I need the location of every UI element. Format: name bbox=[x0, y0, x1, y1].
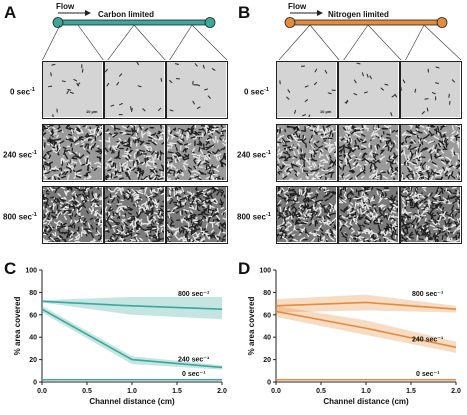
x-tick-label: 2.0 bbox=[217, 388, 227, 395]
micrograph-a-800-2 bbox=[166, 186, 228, 244]
micrograph-b-800-1 bbox=[338, 186, 400, 244]
series-band bbox=[276, 294, 456, 313]
micrograph-b-800-2 bbox=[400, 186, 462, 244]
series-line bbox=[41, 300, 223, 310]
row-label-800-a: 800 sec-1 bbox=[3, 212, 37, 222]
micrograph-a-800-0 bbox=[42, 186, 104, 244]
row-label-240-a: 240 sec-1 bbox=[3, 150, 37, 160]
series-band bbox=[276, 305, 456, 353]
series-label: 0 sec⁻¹ bbox=[182, 371, 206, 378]
series-label: 800 sec⁻¹ bbox=[178, 291, 210, 298]
y-tick-label: 20 bbox=[29, 357, 37, 364]
x-tick-label: 1.5 bbox=[172, 388, 182, 395]
y-axis-label: % area covered bbox=[247, 297, 256, 356]
series-label: 240 sec⁻¹ bbox=[178, 356, 210, 363]
micrograph-b-0-1 bbox=[338, 61, 400, 119]
y-tick-label: 80 bbox=[29, 290, 37, 297]
channel-title-a: Carbon limited bbox=[98, 10, 155, 19]
x-tick-label: 0.0 bbox=[271, 388, 281, 395]
channel-schematic-a bbox=[42, 10, 228, 60]
micrograph-b-0-2 bbox=[400, 61, 462, 119]
channel-schematic-b bbox=[278, 10, 462, 60]
x-tick-label: 1.0 bbox=[127, 388, 137, 395]
panel-label-d: D bbox=[238, 259, 251, 278]
series-band bbox=[42, 305, 222, 370]
row-label-800-b: 800 sec-1 bbox=[237, 212, 271, 222]
series-line bbox=[275, 310, 457, 349]
micrograph-a-0-2 bbox=[166, 61, 228, 119]
series-label: 240 sec⁻¹ bbox=[412, 336, 444, 343]
panel-label-b: B bbox=[238, 3, 251, 22]
x-axis-label: Channel distance (cm) bbox=[323, 397, 409, 406]
chart-c: 0 20 40 60 80 100 0.0 0.5 1.0 1.5 2.0 Channel dista… bbox=[13, 268, 227, 407]
y-tick-label: 0 bbox=[33, 380, 37, 387]
row-label-0-b: 0 sec-1 bbox=[244, 87, 269, 97]
series-label: 0 sec⁻¹ bbox=[416, 371, 440, 378]
y-tick-label: 0 bbox=[267, 380, 271, 387]
y-tick-label: 100 bbox=[25, 268, 37, 275]
micrograph-a-800-1 bbox=[104, 186, 166, 244]
y-tick-label: 100 bbox=[259, 268, 271, 275]
y-tick-label: 40 bbox=[263, 335, 271, 342]
series-band bbox=[42, 296, 222, 320]
y-tick-label: 40 bbox=[29, 335, 37, 342]
row-label-0-a: 0 sec-1 bbox=[10, 87, 35, 97]
flow-label-a: Flow bbox=[56, 2, 75, 11]
x-tick-label: 0.5 bbox=[316, 388, 326, 395]
scale-bar-a: 10 µm bbox=[86, 109, 98, 114]
micrograph-a-240-1 bbox=[104, 124, 166, 182]
micrograph-b-800-0 bbox=[276, 186, 338, 244]
x-axis-label: Channel distance (cm) bbox=[89, 397, 175, 406]
y-tick-label: 20 bbox=[263, 357, 271, 364]
x-tick-label: 0.5 bbox=[82, 388, 92, 395]
micrograph-b-240-0 bbox=[276, 124, 338, 182]
micrograph-a-0-0 bbox=[42, 61, 104, 119]
panel-label-a: A bbox=[4, 3, 17, 22]
series-line bbox=[275, 301, 457, 310]
y-tick-label: 60 bbox=[263, 312, 271, 319]
scale-bar-b: 10 µm bbox=[320, 109, 332, 114]
micrograph-b-240-1 bbox=[338, 124, 400, 182]
series-line bbox=[41, 308, 223, 369]
row-label-240-b: 240 sec-1 bbox=[237, 150, 271, 160]
micrograph-a-240-2 bbox=[166, 124, 228, 182]
panel-label-c: C bbox=[4, 259, 17, 278]
y-tick-label: 80 bbox=[263, 290, 271, 297]
micrograph-a-0-1 bbox=[104, 61, 166, 119]
channel-title-b: Nitrogen limited bbox=[328, 10, 389, 19]
y-axis-label: % area covered bbox=[13, 297, 22, 356]
micrograph-a-240-0 bbox=[42, 124, 104, 182]
x-tick-label: 0.0 bbox=[37, 388, 47, 395]
flow-label-b: Flow bbox=[288, 2, 307, 11]
x-tick-label: 1.0 bbox=[361, 388, 371, 395]
micrograph-b-0-0 bbox=[276, 61, 338, 119]
micrograph-b-240-2 bbox=[400, 124, 462, 182]
y-tick-label: 60 bbox=[29, 312, 37, 319]
series-label: 800 sec⁻¹ bbox=[412, 291, 444, 298]
x-tick-label: 2.0 bbox=[451, 388, 461, 395]
chart-d: 0 20 40 60 80 100 0.0 0.5 1.0 1.5 2.0 Channel dista… bbox=[247, 268, 461, 407]
x-tick-label: 1.5 bbox=[406, 388, 416, 395]
